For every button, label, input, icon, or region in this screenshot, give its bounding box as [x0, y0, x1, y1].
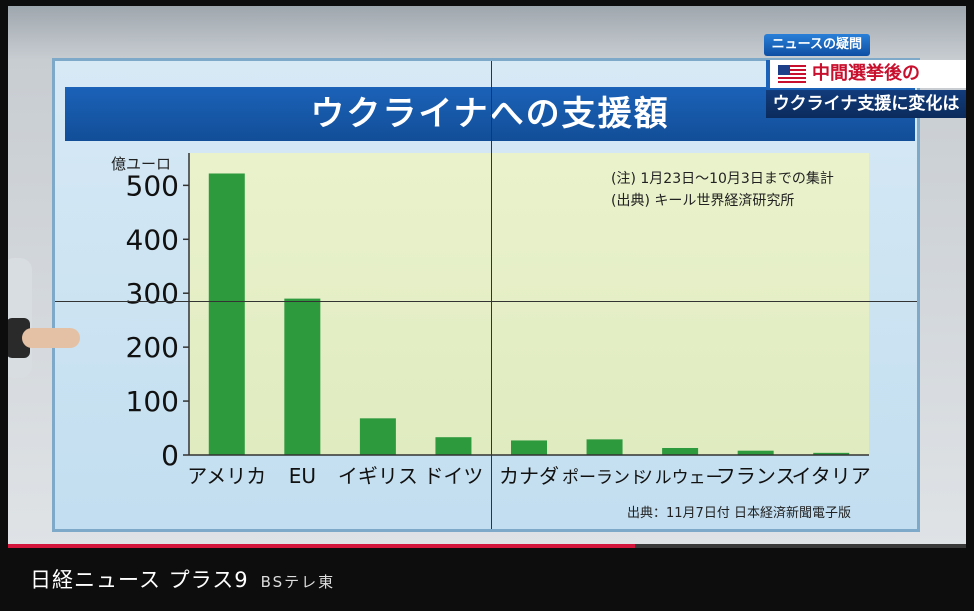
bar-8: [737, 450, 774, 455]
x-category-label: イギリス: [338, 464, 418, 488]
bar-7: [662, 447, 699, 455]
y-tick-label: 300: [126, 277, 179, 310]
y-tick-label: 200: [126, 331, 179, 364]
chart-source: 出典：11月7日付 日本経済新聞電子版: [627, 505, 851, 521]
playback-progress-bar[interactable]: [8, 544, 966, 548]
bar-3: [359, 418, 396, 455]
chart-title-bar: ウクライナへの支援額: [65, 87, 915, 141]
bar-2: [284, 298, 321, 455]
chart-board: 0 100 200 300 400 500 アメリカ EU イギリス ドイツ カナダ ポーランド ノル…: [52, 58, 920, 532]
x-category-label: ドイツ: [423, 464, 483, 488]
x-category-label: アメリカ: [187, 464, 266, 488]
us-flag-icon: [778, 65, 806, 83]
y-tick-label: 500: [126, 169, 179, 202]
bar-9: [813, 452, 850, 455]
y-tick-label: 0: [161, 439, 179, 472]
presenter-sleeve: [8, 318, 30, 358]
y-axis-unit: 億ユーロ: [111, 155, 171, 173]
bar-1: [208, 173, 245, 455]
y-tick-label: 100: [126, 385, 179, 418]
chart-title: ウクライナへの支援額: [310, 94, 670, 134]
x-category-label: フランス: [716, 464, 796, 488]
crosshair-vertical: [491, 61, 492, 529]
x-category-label: ノルウェー: [638, 468, 723, 488]
channel-name: BSテレ東: [260, 573, 336, 591]
bar-chart: 0 100 200 300 400 500 アメリカ EU イギリス ドイツ カナダ ポーランドノル…: [111, 153, 871, 521]
segment-brand-badge: ニュースの疑問: [763, 34, 870, 56]
program-title: 日経ニュース プラス9: [30, 568, 249, 592]
x-category-label: カナダ: [499, 464, 559, 488]
bar-5: [511, 440, 547, 455]
bar-4: [435, 437, 472, 455]
crosshair-horizontal: [55, 301, 917, 302]
playback-progress-fill: [8, 544, 636, 548]
presenter-hand: [22, 328, 80, 348]
caption-bar: 日経ニュース プラス9 BSテレ東: [0, 548, 974, 611]
bar-6: [586, 439, 623, 455]
news-topic-overlay: ニュースの疑問 中間選挙後の ウクライナ支援に変化は: [730, 30, 966, 122]
video-frame[interactable]: 0 100 200 300 400 500 アメリカ EU イギリス ドイツ カナダ ポーランド ノル…: [8, 6, 966, 546]
topic-line-1: 中間選挙後の: [766, 60, 966, 88]
x-category-label: ポーランド: [562, 468, 647, 488]
x-category-label: イタリア: [792, 464, 871, 488]
note-source: (出典) キール世界経済研究所: [611, 193, 794, 209]
note-period: (注) 1月23日～10月3日までの集計: [611, 170, 834, 187]
x-category-label: EU: [289, 464, 316, 488]
topic-line-2: ウクライナ支援に変化は: [766, 90, 966, 118]
topic-line-1-text: 中間選挙後の: [812, 63, 920, 84]
y-tick-label: 400: [126, 223, 179, 256]
program-caption: 日経ニュース プラス9 BSテレ東: [30, 564, 335, 594]
